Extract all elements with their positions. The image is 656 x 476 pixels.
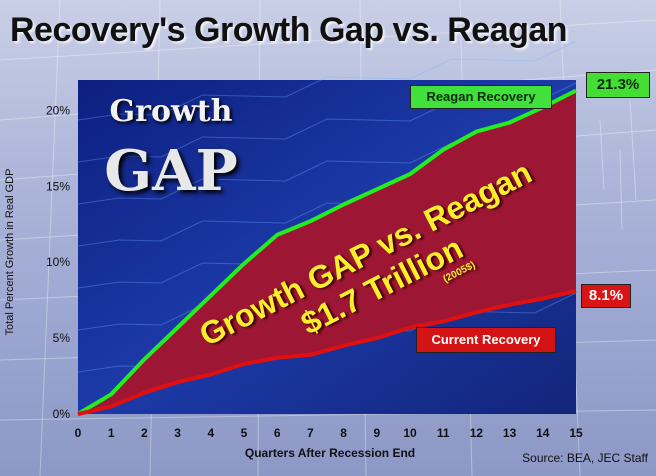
- reagan-recovery-line: [76, 88, 577, 416]
- x-tick-label: 9: [373, 426, 380, 440]
- current-end-value-label: 8.1%: [581, 284, 631, 308]
- y-axis-ticks: 0% 5% 10% 15% 20%: [46, 103, 70, 421]
- growth-heading: Growth: [109, 94, 233, 129]
- x-tick-label: 10: [403, 426, 417, 440]
- source-note: Source: BEA, JEC Staff: [522, 451, 648, 465]
- x-axis-label: Quarters After Recession End: [244, 446, 416, 460]
- x-tick-label: 12: [470, 426, 484, 440]
- x-tick-label: 1: [108, 426, 115, 440]
- x-tick-label: 8: [340, 426, 347, 440]
- y-tick-label: 0%: [53, 407, 71, 421]
- x-tick-label: 15: [569, 426, 583, 440]
- y-tick-label: 5%: [53, 331, 71, 345]
- legend-current-recovery: Current Recovery: [416, 327, 556, 353]
- x-tick-label: 0: [75, 426, 82, 440]
- chart-title: Recovery's Growth Gap vs. Reagan: [10, 11, 568, 49]
- x-tick-label: 14: [536, 426, 550, 440]
- legend-reagan-recovery: Reagan Recovery: [410, 85, 552, 109]
- x-tick-label: 13: [503, 426, 517, 440]
- y-tick-label: 15%: [46, 179, 70, 193]
- y-tick-label: 10%: [46, 255, 70, 269]
- y-tick-label: 20%: [46, 103, 70, 117]
- gap-heading: GAP: [104, 138, 238, 204]
- reagan-end-value-label: 21.3%: [586, 72, 650, 98]
- x-tick-label: 3: [174, 426, 181, 440]
- x-axis-ticks: 0 1 2 3 4 5 6 7 8 9 10 11 12 13 14 15: [75, 426, 583, 440]
- y-axis-label: Total Percent Growth in Real GDP: [4, 168, 16, 336]
- x-tick-label: 2: [141, 426, 148, 440]
- x-tick-label: 5: [241, 426, 248, 440]
- current-recovery-line: [77, 289, 577, 416]
- growth-gap-area: [78, 90, 576, 414]
- plot-decor-line: [77, 40, 577, 121]
- x-tick-label: 7: [307, 426, 314, 440]
- x-tick-label: 6: [274, 426, 281, 440]
- x-tick-label: 11: [437, 426, 450, 440]
- x-tick-label: 4: [207, 426, 214, 440]
